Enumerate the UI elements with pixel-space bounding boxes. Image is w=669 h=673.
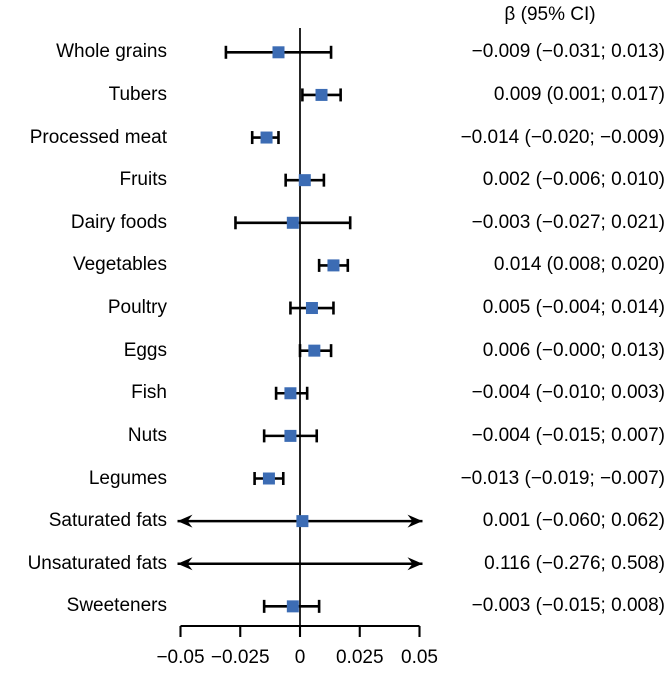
ci-right-arrowhead-unsaturated-fats (407, 557, 423, 571)
beta-marker-fruits (298, 174, 311, 187)
category-label-eggs: Eggs (123, 339, 167, 361)
estimate-text-nuts: −0.004 (−0.015; 0.007) (471, 424, 665, 446)
category-label-fish: Fish (131, 382, 167, 404)
category-label-whole-grains: Whole grains (56, 41, 167, 63)
beta-marker-poultry (305, 302, 318, 315)
ci-left-arrowhead-unsaturated-fats (177, 557, 193, 571)
beta-marker-whole-grains (272, 46, 285, 59)
estimate-text-eggs: 0.006 (−0.000; 0.013) (482, 339, 665, 361)
x-tick-label: −0.05 (156, 647, 205, 668)
x-tick-label: 0.025 (335, 647, 384, 668)
category-label-tubers: Tubers (108, 83, 167, 105)
ci-left-arrowhead-saturated-fats (177, 514, 193, 528)
beta-marker-nuts (284, 429, 297, 442)
estimate-text-vegetables: 0.014 (0.008; 0.020) (493, 254, 665, 276)
beta-marker-saturated-fats (296, 515, 309, 528)
category-label-saturated-fats: Saturated fats (48, 510, 167, 532)
category-label-poultry: Poultry (107, 297, 167, 319)
estimate-text-poultry: 0.005 (−0.004; 0.014) (482, 297, 665, 319)
category-label-nuts: Nuts (127, 424, 167, 446)
category-label-vegetables: Vegetables (72, 254, 167, 276)
estimate-text-fruits: 0.002 (−0.006; 0.010) (482, 169, 665, 191)
ci-right-arrowhead-saturated-fats (407, 514, 423, 528)
estimate-text-processed-meat: −0.014 (−0.020; −0.009) (460, 126, 665, 148)
category-label-fruits: Fruits (119, 169, 168, 191)
category-label-unsaturated-fats: Unsaturated fats (27, 552, 167, 574)
category-label-dairy-foods: Dairy foods (70, 211, 167, 233)
beta-marker-sweeteners (286, 600, 299, 613)
beta-marker-tubers (315, 88, 328, 101)
beta-marker-dairy-foods (286, 216, 299, 229)
estimate-text-whole-grains: −0.009 (−0.031; 0.013) (471, 41, 665, 63)
x-tick-label: 0.05 (401, 647, 438, 668)
estimate-text-legumes: −0.013 (−0.019; −0.007) (460, 467, 665, 489)
x-tick-label: 0 (294, 647, 306, 668)
category-label-legumes: Legumes (88, 467, 167, 489)
category-label-sweeteners: Sweeteners (66, 595, 167, 617)
estimate-text-sweeteners: −0.003 (−0.015; 0.008) (471, 595, 665, 617)
estimate-text-dairy-foods: −0.003 (−0.027; 0.021) (471, 211, 665, 233)
estimate-text-unsaturated-fats: 0.116 (−0.276; 0.508) (484, 552, 665, 574)
category-label-processed-meat: Processed meat (29, 126, 167, 148)
ci-column-header: β (95% CI) (504, 4, 596, 25)
beta-marker-processed-meat (260, 131, 273, 144)
beta-marker-legumes (262, 472, 275, 485)
estimate-text-tubers: 0.009 (0.001; 0.017) (493, 83, 665, 105)
beta-marker-vegetables (327, 259, 340, 272)
estimate-text-saturated-fats: 0.001 (−0.060; 0.062) (482, 510, 665, 532)
x-tick-label: −0.025 (210, 647, 270, 668)
beta-marker-fish (284, 387, 297, 400)
estimate-text-fish: −0.004 (−0.010; 0.003) (471, 382, 665, 404)
beta-marker-eggs (308, 344, 321, 357)
